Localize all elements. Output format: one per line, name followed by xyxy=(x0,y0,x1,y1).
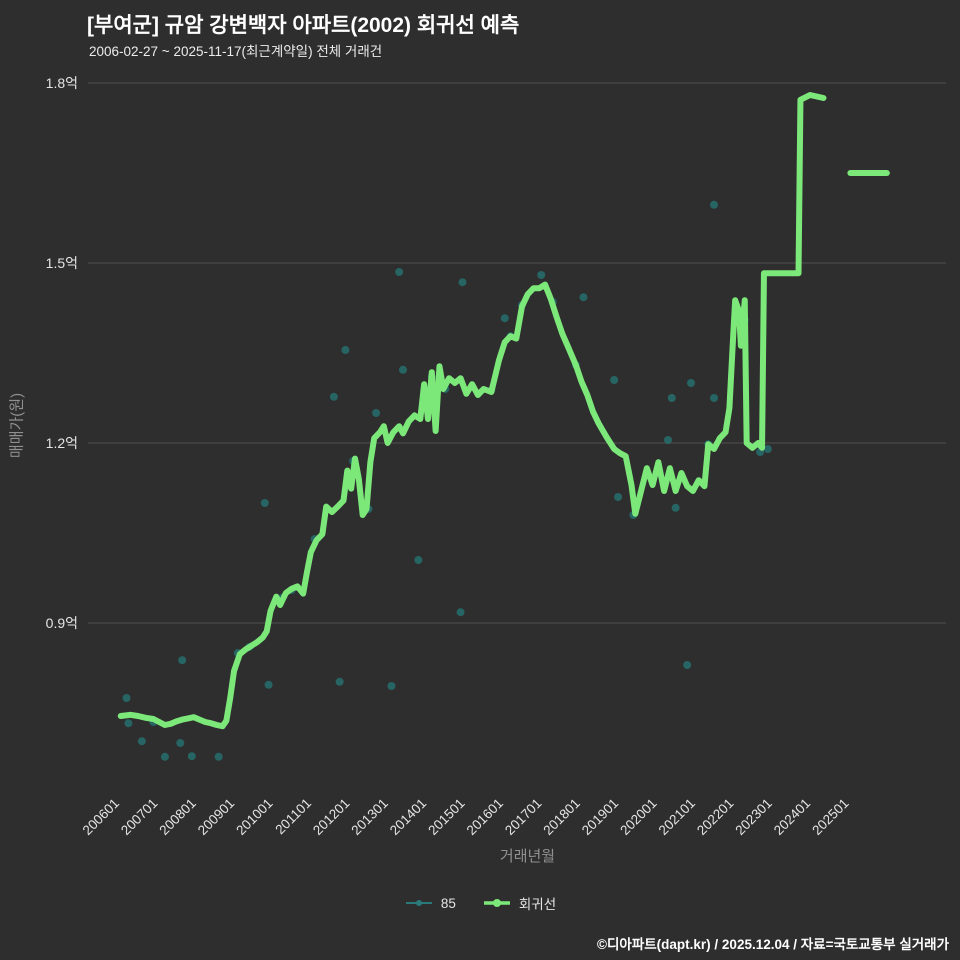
x-tick-label: 201201 xyxy=(310,796,352,838)
legend-label: 회귀선 xyxy=(518,897,557,912)
y-tick-label: 1.2억 xyxy=(46,435,78,451)
x-tick-label: 200801 xyxy=(156,796,198,838)
x-tick-label: 201401 xyxy=(387,796,429,838)
footer-credit: ©디아파트(dapt.kr) / 2025.12.04 / 자료=국토교통부 실… xyxy=(597,937,949,952)
scatter-point xyxy=(710,200,719,209)
x-axis-title: 거래년월 xyxy=(499,848,556,865)
regression-line xyxy=(117,92,827,730)
chart-subtitle: 2006-02-27 ~ 2025-11-17(최근계약일) 전체 거래건 xyxy=(89,44,383,59)
x-tick-label: 202201 xyxy=(694,796,736,838)
x-tick-label: 200901 xyxy=(195,796,237,838)
x-tick-label: 202301 xyxy=(732,796,774,838)
legend-marker-icon xyxy=(483,899,510,907)
y-tick-label: 0.9억 xyxy=(46,615,78,631)
legend-item-회귀선: 회귀선 xyxy=(482,893,556,913)
y-tick-label: 1.5억 xyxy=(46,255,78,271)
scatter-point xyxy=(671,503,680,512)
scatter-point xyxy=(458,278,467,287)
scatter-point xyxy=(264,680,273,689)
scatter-point xyxy=(387,682,396,690)
x-tick-label: 200701 xyxy=(118,796,160,838)
scatter-point xyxy=(687,379,695,387)
chart-title: [부여군] 규암 강변백자 아파트(2002) 회귀선 예측 xyxy=(87,14,520,37)
scatter-point xyxy=(178,656,187,665)
scatter-point xyxy=(456,608,465,617)
x-tick-label: 201801 xyxy=(540,796,582,838)
scatter-point xyxy=(341,346,350,354)
x-tick-label: 202501 xyxy=(809,796,851,838)
x-tick-label: 201601 xyxy=(464,796,506,838)
x-tick-label: 201901 xyxy=(579,796,621,838)
legend-label: 85 xyxy=(440,895,456,911)
scatter-point xyxy=(500,314,509,323)
scatter-point xyxy=(683,661,692,669)
scatter-point xyxy=(260,499,269,507)
scatter-point xyxy=(395,268,404,276)
scatter-point xyxy=(176,739,185,747)
x-tick-label: 202401 xyxy=(771,796,813,838)
x-tick-label: 200601 xyxy=(80,796,122,838)
legend-item-85: 85 xyxy=(404,896,456,911)
legend-marker-icon xyxy=(405,900,432,906)
scatter-point xyxy=(667,394,676,402)
scatter-point xyxy=(537,271,546,279)
scatter-point xyxy=(124,719,133,728)
scatter-point xyxy=(329,392,338,401)
y-tick-label: 1.8억 xyxy=(46,75,78,91)
x-tick-label: 201101 xyxy=(272,796,314,838)
x-tick-label: 201501 xyxy=(425,796,467,838)
scatter-point xyxy=(122,694,131,702)
scatter-point xyxy=(214,752,223,761)
scatter-point xyxy=(663,436,672,444)
scatter-point xyxy=(579,293,588,302)
scatter-point xyxy=(763,445,772,453)
scatter-point xyxy=(710,394,719,402)
scatter-point xyxy=(187,752,196,761)
legend: 85 회귀선 xyxy=(0,893,960,913)
x-tick-label: 201701 xyxy=(502,796,544,838)
x-tick-label: 201001 xyxy=(233,796,275,838)
y-axis-title: 매매가(원) xyxy=(8,392,26,459)
scatter-point xyxy=(137,737,146,746)
x-tick-label: 202001 xyxy=(617,796,659,838)
scatter-point xyxy=(372,409,381,417)
scatter-point xyxy=(160,752,169,761)
scatter-point xyxy=(399,365,407,374)
x-tick-label: 201301 xyxy=(348,796,390,838)
scatter-point xyxy=(614,493,623,501)
x-tick-label: 202101 xyxy=(656,796,698,838)
scatter-point xyxy=(414,556,423,564)
scatter-point xyxy=(610,376,619,384)
scatter-point xyxy=(335,677,344,686)
